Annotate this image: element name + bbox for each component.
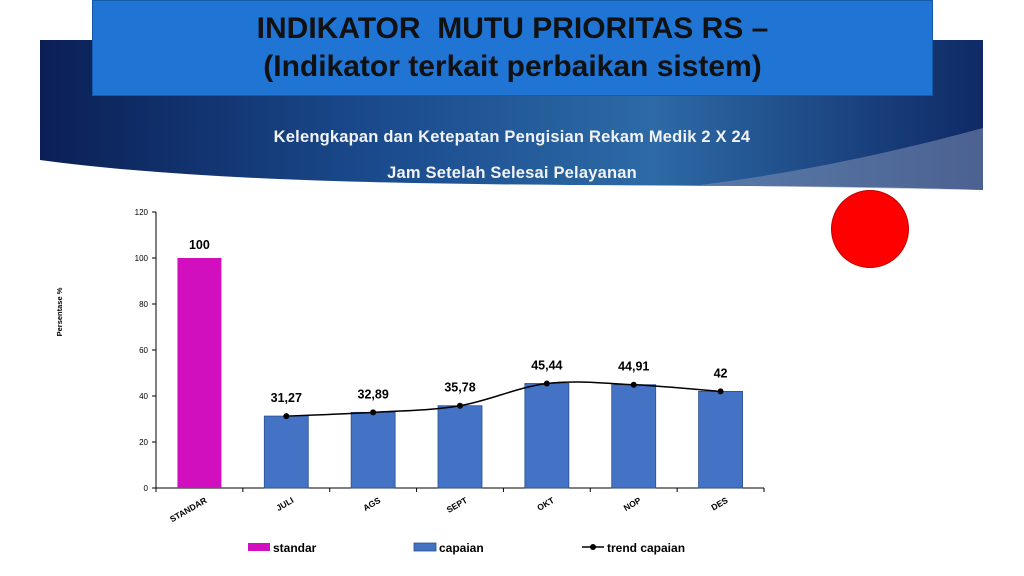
chart-subtitle-line-1: Kelengkapan dan Ketepatan Pengisian Reka… bbox=[273, 128, 751, 146]
trend-line bbox=[286, 381, 721, 417]
trend-point bbox=[543, 380, 550, 387]
bar-capaian-juli bbox=[263, 415, 309, 489]
x-tick-label: NOP bbox=[622, 495, 643, 513]
bar-standar-standar bbox=[177, 258, 222, 488]
chart-subtitle-line-2: Jam Setelah Selesai Pelayanan bbox=[387, 164, 637, 182]
data-label: 32,89 bbox=[358, 387, 389, 401]
trend-point bbox=[370, 409, 377, 416]
bar-capaian-des bbox=[698, 390, 743, 489]
trend-point bbox=[630, 381, 637, 388]
trend-point bbox=[717, 388, 724, 395]
data-label: 44,91 bbox=[618, 360, 649, 374]
bar-capaian-okt bbox=[524, 383, 570, 489]
legend-label: capaian bbox=[439, 541, 484, 555]
status-red-circle-icon bbox=[831, 190, 909, 268]
bar-capaian-sept bbox=[437, 405, 483, 489]
trend-point bbox=[283, 413, 290, 420]
x-tick-label: AGS bbox=[361, 495, 382, 513]
bar-chart: 0 20 40 60 80 100 120 Persentase % 100 31,27 32,89… bbox=[55, 208, 765, 555]
y-tick-label: 0 bbox=[144, 484, 149, 493]
title-line-1: INDIKATOR MUTU PRIORITAS RS – bbox=[256, 12, 769, 45]
x-tick-label: STANDAR bbox=[168, 495, 208, 524]
data-label: 100 bbox=[189, 238, 210, 252]
title-box: INDIKATOR MUTU PRIORITAS RS – (Indikator… bbox=[92, 0, 933, 96]
legend-label: standar bbox=[273, 541, 317, 555]
legend-swatch-capaian bbox=[413, 542, 437, 552]
trend-point bbox=[457, 402, 463, 409]
y-tick-label: 20 bbox=[139, 438, 148, 447]
x-tick-label: JULI bbox=[274, 495, 295, 513]
y-tick-label: 40 bbox=[139, 392, 148, 401]
data-label: 31,27 bbox=[271, 391, 302, 405]
data-label: 42 bbox=[714, 366, 728, 380]
data-label: 35,78 bbox=[444, 381, 475, 395]
x-tick-label: DES bbox=[709, 495, 729, 513]
bar-capaian-nop bbox=[611, 384, 657, 489]
bar-capaian-ags bbox=[350, 411, 396, 489]
x-tick-label: OKT bbox=[535, 495, 556, 513]
y-tick-label: 60 bbox=[139, 346, 148, 355]
title-line-2: (Indikator terkait perbaikan sistem) bbox=[263, 50, 762, 83]
legend-swatch-standar bbox=[248, 543, 270, 551]
y-axis-label: Persentase % bbox=[55, 287, 64, 336]
legend-marker-trend bbox=[590, 544, 596, 550]
x-tick-label: SEPT bbox=[445, 495, 470, 515]
data-label: 45,44 bbox=[531, 358, 562, 372]
y-tick-label: 120 bbox=[135, 208, 149, 217]
y-tick-label: 80 bbox=[139, 300, 148, 309]
legend-label: trend capaian bbox=[607, 541, 685, 555]
y-tick-label: 100 bbox=[135, 254, 149, 263]
